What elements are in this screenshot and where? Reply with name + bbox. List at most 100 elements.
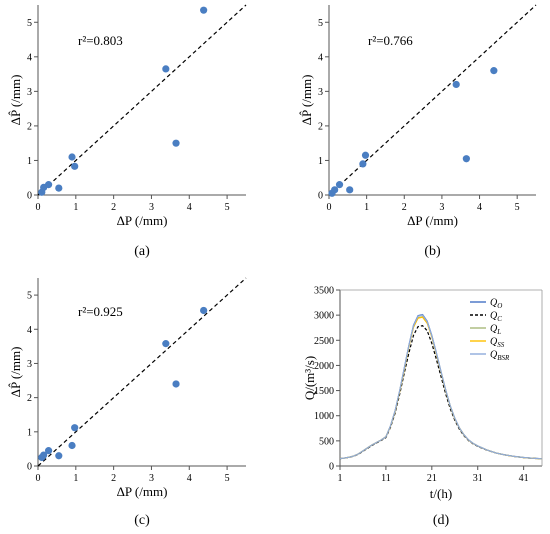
x-tick-label: 1 bbox=[73, 202, 78, 213]
y-tick-label: 1500 bbox=[314, 386, 334, 397]
series-line-qc bbox=[339, 325, 543, 460]
legend-label-main: Q bbox=[490, 311, 498, 322]
y-tick-label: 3 bbox=[27, 87, 32, 98]
x-tick-label: 2 bbox=[402, 202, 407, 213]
y-tick-label: 3000 bbox=[314, 311, 334, 322]
data-point bbox=[71, 424, 79, 432]
y-tick-label: 500 bbox=[319, 436, 334, 447]
x-tick-label: 1 bbox=[364, 202, 369, 213]
x-tick-label: 2 bbox=[111, 473, 116, 484]
legend-label: QO bbox=[490, 298, 502, 311]
y-tick-label: 2 bbox=[318, 121, 323, 132]
x-axis-label: ΔP (/mm) bbox=[117, 484, 168, 499]
chart-panel-4: 1 11 21 31 410500100015002000250030003500t/(… bbox=[302, 286, 543, 528]
data-point bbox=[68, 153, 76, 161]
legend-label-sub: L bbox=[496, 328, 501, 336]
data-point bbox=[490, 67, 498, 75]
x-axis-label: ΔP (/mm) bbox=[117, 213, 168, 228]
legend-label-sub: O bbox=[497, 302, 502, 310]
y-tick-label: 3500 bbox=[314, 286, 334, 297]
y-tick-label: 2 bbox=[27, 393, 32, 404]
legend-label-sub: BSR bbox=[497, 354, 510, 362]
y-axis-label: ΔP̂ (/mm) bbox=[8, 347, 23, 398]
panel-label: (d) bbox=[433, 513, 450, 528]
legend-label: QBSR bbox=[490, 350, 510, 363]
y-tick-label: 0 bbox=[27, 191, 32, 202]
data-point bbox=[200, 306, 208, 315]
data-point bbox=[452, 80, 460, 89]
series-line-qbsr bbox=[339, 314, 543, 460]
x-tick-label: 5 bbox=[515, 202, 520, 213]
x-tick-label: 0 bbox=[327, 202, 332, 213]
x-tick-label: 4 bbox=[187, 473, 192, 484]
panel-label: (c) bbox=[134, 513, 150, 528]
x-tick-label: 41 bbox=[519, 473, 529, 484]
x-axis-label: ΔP (/mm) bbox=[407, 213, 458, 228]
chart-panel-2: 0 1 2 3 4 5 0 1 2 3 4 5 ΔP (/mm) ΔP̂ (/mm) (b) r²=0.766 bbox=[299, 4, 537, 259]
legend-label-main: Q bbox=[490, 337, 498, 348]
x-tick-label: 11 bbox=[381, 473, 391, 484]
y-tick-label: 0 bbox=[329, 462, 334, 473]
data-point bbox=[172, 139, 180, 147]
data-point bbox=[55, 184, 63, 192]
legend-label: QL bbox=[490, 324, 501, 337]
chart-panel-1: 0 1 2 3 4 5 0 1 2 3 4 5 ΔP (/mm) ΔP̂ (/mm) (a) r²=0.803 bbox=[8, 4, 247, 259]
y-tick-label: 4 bbox=[27, 325, 32, 336]
data-point bbox=[162, 65, 170, 73]
y-tick-label: 2500 bbox=[314, 336, 334, 347]
x-axis-label: t/(h) bbox=[430, 486, 452, 501]
panel-label: (a) bbox=[134, 244, 150, 259]
data-point bbox=[71, 162, 79, 170]
x-tick-label: 4 bbox=[477, 202, 482, 213]
x-tick-label: 0 bbox=[36, 473, 41, 484]
y-tick-label: 0 bbox=[318, 191, 323, 202]
x-tick-label: 5 bbox=[225, 202, 230, 213]
data-point bbox=[44, 447, 53, 455]
data-point bbox=[361, 151, 370, 159]
y-tick-label: 5 bbox=[27, 18, 32, 29]
data-point bbox=[331, 186, 339, 194]
legend-label-sub: C bbox=[497, 315, 502, 323]
x-tick-label: 4 bbox=[187, 202, 192, 213]
y-axis-label: ΔP̂ (/mm) bbox=[299, 75, 314, 126]
x-tick-label: 2 bbox=[111, 202, 116, 213]
y-tick-label: 5 bbox=[318, 18, 323, 29]
one-to-one-line bbox=[37, 4, 247, 196]
legend-label-main: Q bbox=[490, 324, 498, 335]
x-tick-label: 1 bbox=[73, 473, 78, 484]
y-tick-label: 1 bbox=[27, 427, 32, 438]
x-tick-label: 31 bbox=[473, 473, 483, 484]
y-tick-label: 0 bbox=[27, 462, 32, 473]
chart-panel-3: 0 1 2 3 4 5 0 1 2 3 4 5 ΔP (/mm) ΔP̂ (/mm) (c) r²=0.925 bbox=[8, 277, 247, 528]
data-point bbox=[44, 181, 53, 189]
r2-annotation: r²=0.803 bbox=[78, 33, 123, 48]
series-line-qss bbox=[339, 316, 543, 460]
data-point bbox=[335, 181, 344, 189]
r2-annotation: r²=0.925 bbox=[78, 304, 123, 319]
data-point bbox=[359, 160, 367, 168]
series-line-ql bbox=[339, 316, 543, 460]
y-tick-label: 2 bbox=[27, 121, 32, 132]
y-tick-label: 1 bbox=[318, 156, 323, 167]
x-tick-label: 3 bbox=[149, 473, 154, 484]
one-to-one-line bbox=[37, 277, 247, 467]
legend-label: QSS bbox=[490, 337, 505, 350]
y-tick-label: 3 bbox=[318, 87, 323, 98]
legend-label-main: Q bbox=[490, 350, 498, 361]
one-to-one-line bbox=[328, 4, 537, 196]
y-tick-label: 1 bbox=[27, 156, 32, 167]
data-point bbox=[200, 6, 208, 14]
y-tick-label: 4 bbox=[318, 52, 323, 63]
data-point bbox=[172, 380, 180, 388]
y-tick-label: 5 bbox=[27, 291, 32, 302]
y-tick-label: 2000 bbox=[314, 361, 334, 372]
y-tick-label: 3 bbox=[27, 359, 32, 370]
legend-label: QC bbox=[490, 311, 502, 324]
data-point bbox=[40, 451, 48, 459]
data-point bbox=[346, 186, 354, 194]
y-axis-label: ΔP̂ (/mm) bbox=[8, 75, 23, 126]
x-tick-label: 21 bbox=[427, 473, 437, 484]
data-point bbox=[162, 340, 170, 348]
data-point bbox=[68, 441, 76, 450]
panel-label: (b) bbox=[424, 244, 441, 259]
